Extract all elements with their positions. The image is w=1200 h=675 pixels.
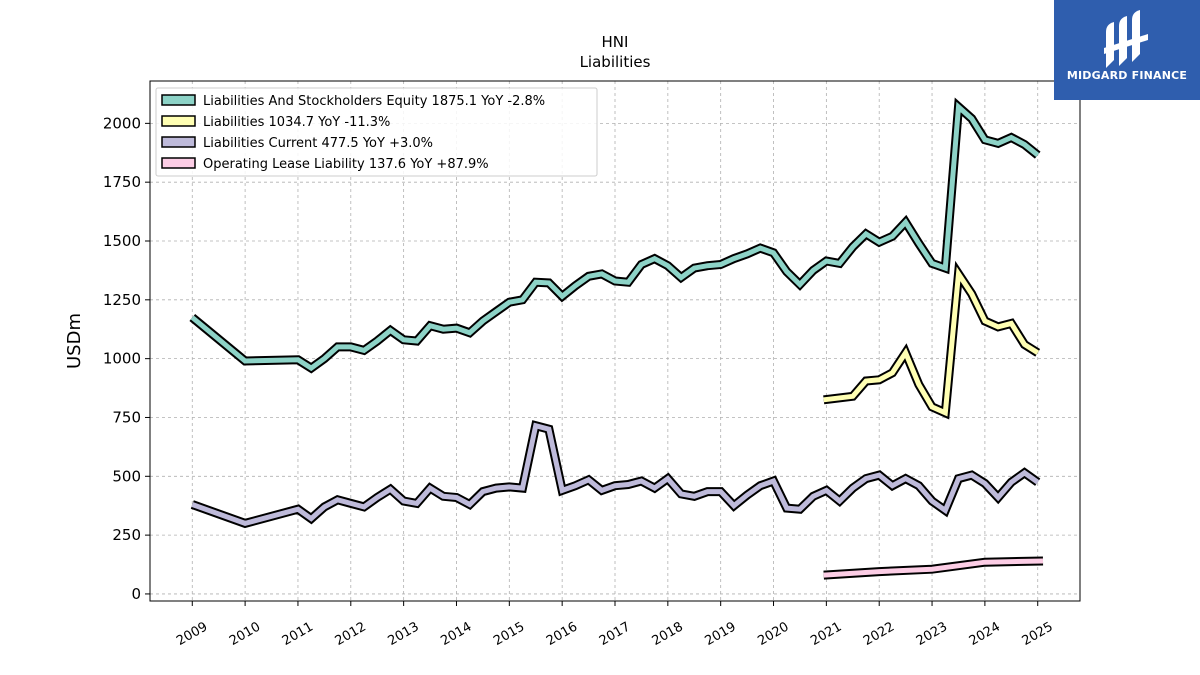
logo: MIDGARD FINANCE	[1054, 0, 1200, 100]
x-tick-label: 2009	[174, 619, 210, 649]
chart-subtitle: Liabilities	[580, 53, 651, 71]
x-tick-label: 2022	[861, 619, 897, 649]
x-tick-label: 2013	[385, 619, 421, 649]
x-tick-label: 2019	[703, 619, 739, 649]
y-tick-label: 1750	[103, 173, 141, 191]
y-tick-label: 1000	[103, 350, 141, 368]
midgard-logo-icon	[1104, 10, 1148, 68]
y-tick-label: 1500	[103, 232, 141, 250]
y-tick-label: 1250	[103, 291, 141, 309]
y-tick-label: 500	[112, 467, 141, 485]
x-tick-label: 2020	[755, 619, 791, 649]
series-line	[823, 558, 1044, 578]
x-tick-label: 2016	[544, 619, 580, 649]
x-tick-label: 2017	[597, 619, 633, 649]
series-line	[823, 266, 1040, 417]
series-lines	[189, 97, 1044, 580]
y-tick-label: 0	[131, 585, 141, 603]
logo-text: MIDGARD FINANCE	[1066, 69, 1188, 82]
x-tick-label: 2011	[280, 619, 316, 649]
legend: Liabilities And Stockholders Equity 1875…	[155, 87, 598, 177]
x-tick-label: 2025	[1020, 619, 1056, 649]
legend-label: Liabilities And Stockholders Equity 1875…	[203, 94, 545, 109]
legend-swatch	[161, 115, 196, 127]
y-tick-label: 250	[112, 526, 141, 544]
legend-label: Operating Lease Liability 137.6 YoY +87.…	[203, 157, 489, 172]
x-tick-label: 2014	[438, 619, 474, 649]
legend-swatch	[161, 94, 196, 106]
x-tick-label: 2010	[227, 619, 263, 649]
legend-box	[155, 87, 598, 177]
x-tick-label: 2021	[808, 619, 844, 649]
x-tick-label: 2012	[333, 619, 369, 649]
y-tick-label: 2000	[103, 114, 141, 132]
legend-label: Liabilities 1034.7 YoY -11.3%	[203, 115, 390, 130]
x-tick-label: 2015	[491, 619, 527, 649]
x-tick-label: 2024	[967, 619, 1003, 649]
series-line	[190, 101, 1040, 372]
legend-label: Liabilities Current 477.5 YoY +3.0%	[203, 136, 433, 151]
y-axis-label: USDm	[64, 313, 85, 369]
x-tick-label: 2023	[914, 619, 950, 649]
y-tick-label: 750	[112, 408, 141, 426]
legend-swatch	[161, 136, 196, 148]
chart-title: HNI	[602, 33, 629, 51]
legend-swatch	[161, 157, 196, 169]
x-tick-label: 2018	[650, 619, 686, 649]
series-line	[191, 422, 1040, 527]
